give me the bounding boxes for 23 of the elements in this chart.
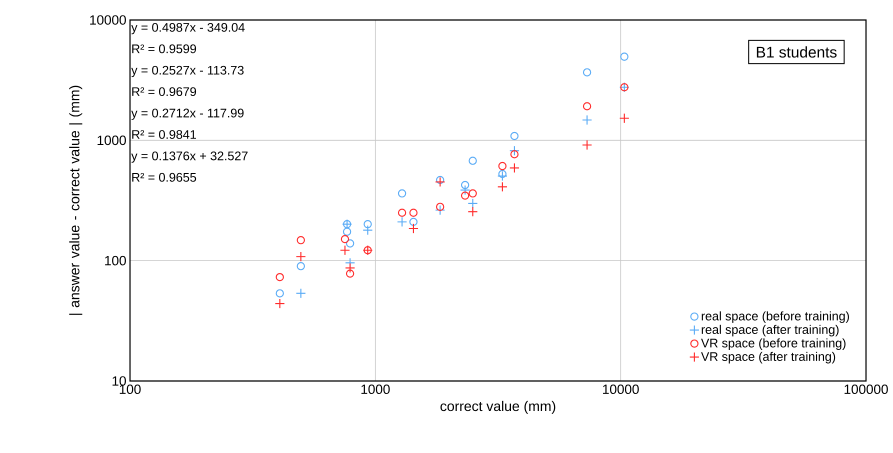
annotation: y = 0.4987x - 349.04 — [131, 22, 245, 34]
annotation: y = 0.2712x - 117.99 — [131, 108, 244, 120]
y-tick-label: 100 — [105, 256, 126, 266]
y-tick-label: 10 — [112, 376, 126, 386]
annotation: R² = 0.9841 — [132, 130, 196, 139]
x-tick-label: 10000 — [603, 384, 639, 394]
y-tick-label: 10000 — [90, 15, 126, 25]
legend-label: VR space (after training) — [701, 352, 836, 364]
legend-label: VR space (before training) — [701, 338, 846, 350]
legend-label: real space (before training) — [702, 311, 849, 323]
y-axis-title: | answer value - correct value | (mm) — [69, 86, 82, 315]
text: B1 students — [756, 46, 837, 58]
annotation: R² = 0.9599 — [132, 44, 196, 54]
annotation: y = 0.1376x + 32.527 — [131, 152, 248, 163]
annotation: R² = 0.9679 — [132, 87, 196, 96]
x-tick-label: 1000 — [361, 384, 390, 394]
x-tick-label: 100000 — [844, 384, 888, 394]
x-axis-title: correct value (mm) — [440, 400, 556, 414]
annotation: R² = 0.9655 — [132, 172, 196, 182]
x-tick-label: 100 — [120, 384, 141, 394]
legend-label: real space (after training) — [702, 324, 839, 336]
y-tick-label: 1000 — [98, 136, 126, 146]
annotation: y = 0.2527x - 113.73 — [131, 66, 244, 78]
